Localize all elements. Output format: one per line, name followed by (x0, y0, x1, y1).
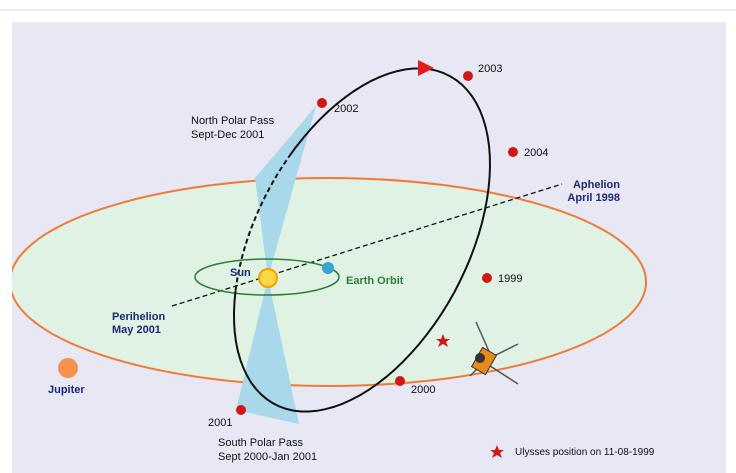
south-cone (236, 278, 299, 424)
year-label: 1999 (498, 273, 522, 285)
earth-orbit (194, 258, 340, 296)
direction-arrow (418, 60, 434, 76)
aphelion-label: Aphelion (573, 179, 620, 191)
dot (236, 405, 246, 415)
perihelion-label: May 2001 (112, 324, 161, 336)
year-label: 2000 (411, 384, 435, 396)
year-label: 2001 (208, 417, 232, 429)
dot (508, 147, 518, 157)
spacecraft (469, 321, 519, 385)
north-pass-label: Sept-Dec 2001 (191, 129, 264, 141)
south-pass-label: South Polar Pass (218, 437, 303, 449)
dot (463, 71, 473, 81)
legend-label: Ulysses position on 11-08-1999 (515, 447, 655, 458)
year-label: 2004 (524, 147, 548, 159)
sun (258, 268, 278, 288)
perihelion-label: Perihelion (112, 311, 165, 323)
south-pass-label: Sept 2000-Jan 2001 (218, 451, 317, 463)
ulysses-star (436, 334, 450, 347)
aphelion-label: April 1998 (567, 192, 620, 204)
jupiter (58, 358, 78, 378)
dot (317, 98, 327, 108)
earth-orbit-label: Earth Orbit (346, 275, 404, 287)
sun-label: Sun (230, 267, 251, 279)
jupiter-orbit (12, 177, 647, 387)
jupiter-label: Jupiter (48, 384, 85, 396)
north-cone (255, 106, 316, 278)
year-dots (236, 71, 518, 415)
north-pass-label: North Polar Pass (191, 115, 275, 127)
year-label: 2002 (334, 103, 358, 115)
legend-star (490, 445, 504, 458)
earth (322, 262, 334, 274)
year-label: 2003 (478, 63, 502, 75)
dot (395, 376, 405, 386)
dot (482, 273, 492, 283)
ulysses-orbit (232, 67, 492, 413)
